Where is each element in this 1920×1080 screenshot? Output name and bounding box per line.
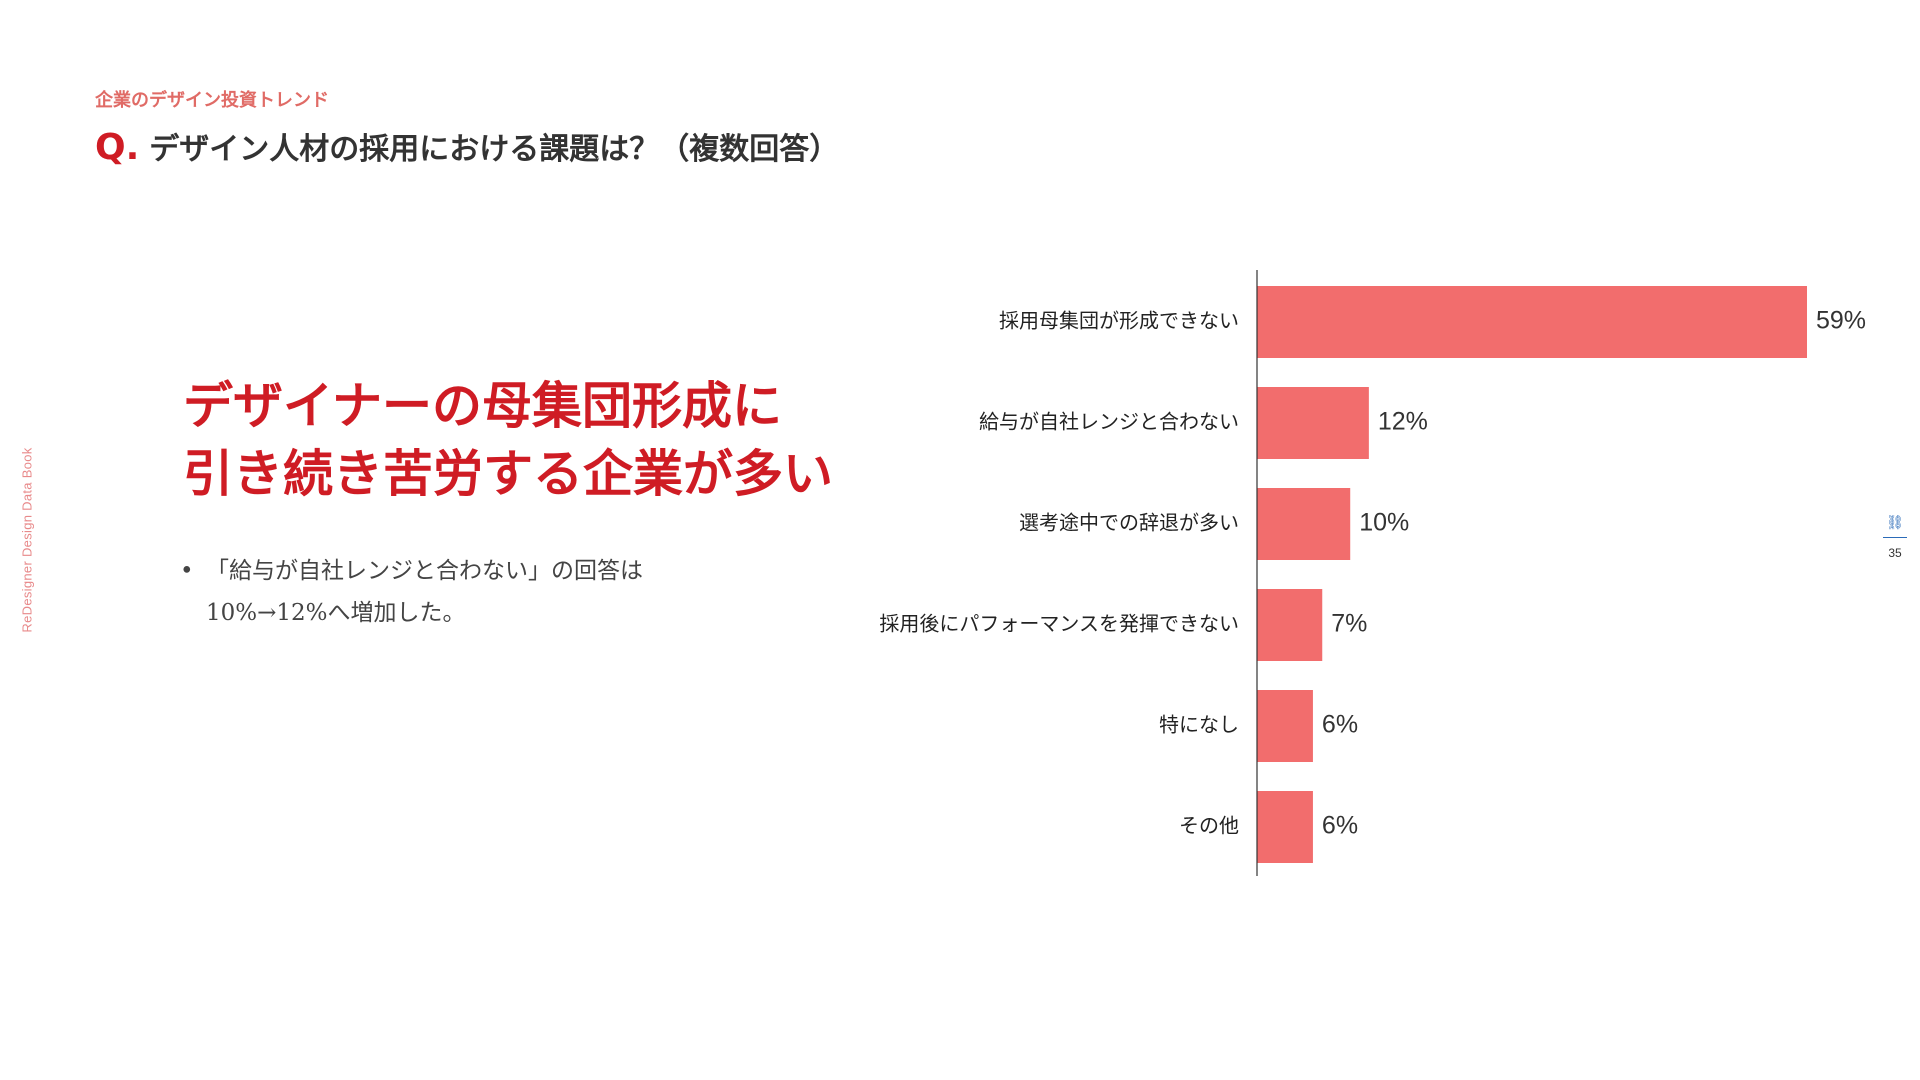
bar (1257, 286, 1807, 358)
value-label: 6% (1322, 711, 1358, 739)
question-mark: Q. (95, 127, 140, 168)
section-label: 企業のデザイン投資トレンド (95, 90, 329, 111)
value-label: 59% (1816, 307, 1866, 335)
bar (1257, 791, 1313, 863)
value-label: 12% (1378, 408, 1428, 436)
bar (1257, 589, 1323, 661)
page-indicator[interactable]: ⛓ 35 (1878, 515, 1912, 560)
bullet-item: • 「給与が自社レンジと合わない」の回答は10%→12%へ増加した。 (180, 550, 740, 634)
headline-line-2: 引き続き苦労する企業が多い (183, 444, 833, 503)
bar (1257, 690, 1313, 762)
question-heading: Q. デザイン人材の採用における課題は？（複数回答） (95, 130, 839, 166)
category-label: 選考途中での辞退が多い (1019, 511, 1239, 535)
category-label: 給与が自社レンジと合わない (979, 410, 1239, 434)
page-number: 35 (1888, 546, 1902, 560)
headline-line-1: デザイナーの母集団形成に (183, 376, 782, 435)
bullet-dot: • (180, 558, 194, 584)
question-text: デザイン人材の採用における課題は？（複数回答） (149, 132, 840, 167)
value-label: 6% (1322, 812, 1358, 840)
bar (1257, 387, 1369, 459)
value-label: 10% (1359, 509, 1409, 537)
category-label: その他 (1179, 814, 1239, 838)
category-label: 採用後にパフォーマンスを発揮できない (879, 612, 1239, 636)
category-label: 特になし (1159, 713, 1239, 737)
category-label: 採用母集団が形成できない (999, 309, 1239, 333)
chart-marks: 採用母集団が形成できない 59% 給与が自社レンジと合わない 12% 選考途中での辞退が… (879, 270, 1866, 876)
link-icon[interactable]: ⛓ (1886, 515, 1904, 531)
bar (1257, 488, 1351, 560)
value-label: 7% (1331, 610, 1367, 638)
bullet-text: 「給与が自社レンジと合わない」の回答は10%→12%へ増加した。 (206, 558, 643, 626)
page-divider (1883, 537, 1907, 538)
headline: デザイナーの母集団形成に 引き続き苦労する企業が多い (183, 372, 883, 508)
